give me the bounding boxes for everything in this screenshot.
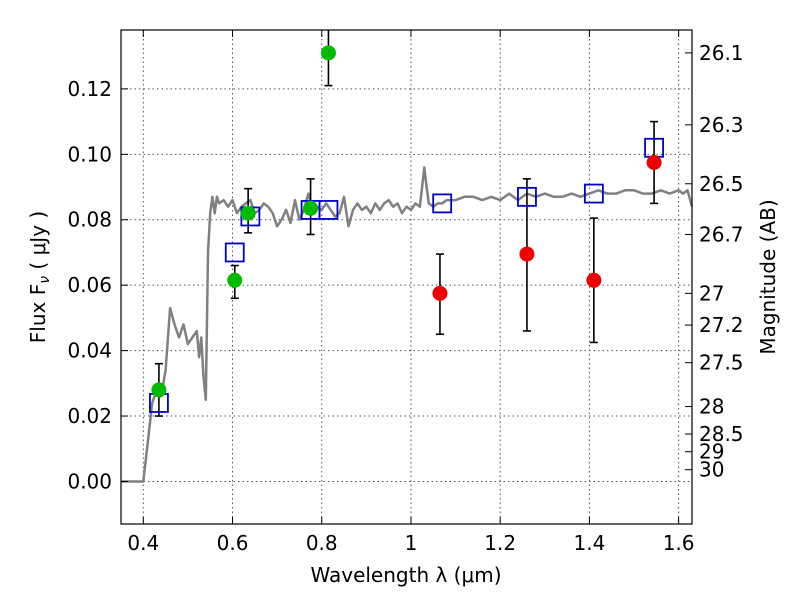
y-tick-label: 0.12 bbox=[67, 77, 112, 101]
y2-tick-label: 26.7 bbox=[699, 222, 744, 246]
x-tick-label: 1.4 bbox=[573, 531, 605, 555]
plot-frame bbox=[120, 29, 693, 525]
x-tick-label: 1 bbox=[405, 531, 418, 555]
model-point-square bbox=[224, 242, 245, 263]
x-tick-label: 0.8 bbox=[306, 531, 338, 555]
observed-point-green bbox=[227, 272, 243, 288]
model-point-square bbox=[517, 186, 537, 207]
y2-tick-label: 30 bbox=[699, 458, 724, 482]
y2-tick-label: 28 bbox=[699, 395, 724, 419]
observed-point-red bbox=[646, 154, 662, 170]
x-axis-title: Wavelength λ (μm) bbox=[310, 563, 501, 587]
plot-data bbox=[121, 30, 694, 483]
y2-tick-label: 26.3 bbox=[699, 113, 744, 137]
observed-point-green bbox=[151, 382, 167, 398]
y-tick-label: 0.04 bbox=[67, 339, 112, 363]
y-tick-label: 0.02 bbox=[67, 404, 112, 428]
x-tick-label: 0.4 bbox=[127, 531, 159, 555]
y-tick-label: 0.06 bbox=[67, 273, 112, 297]
model-spectrum-line bbox=[121, 166, 694, 483]
grid bbox=[121, 30, 692, 524]
y2-tick-label: 28.5 bbox=[699, 422, 744, 446]
y2-tick-label: 26.5 bbox=[699, 172, 744, 196]
observed-point-red bbox=[432, 285, 448, 301]
y-axis-title: Flux Fν ( μJy ) bbox=[26, 211, 53, 343]
observed-point-green bbox=[320, 45, 336, 61]
axis-ticks: 0.4 0.6 0.8 1 1.2 1.4 1.6 0.00 0.02 0.04 0.06 0.08 0… bbox=[67, 30, 744, 555]
y-tick-label: 0.00 bbox=[67, 469, 112, 493]
y-tick-label: 0.10 bbox=[67, 142, 112, 166]
y2-tick-label: 27.2 bbox=[699, 313, 744, 337]
model-point-square bbox=[583, 183, 604, 204]
observed-point-red bbox=[586, 272, 602, 288]
y2-tick-label: 26.1 bbox=[699, 41, 744, 65]
x-tick-label: 0.6 bbox=[217, 531, 249, 555]
model-point-square bbox=[318, 200, 339, 220]
y2-axis-title: Magnitude (AB) bbox=[756, 199, 780, 354]
observed-point-red bbox=[519, 246, 535, 262]
observed-point-green bbox=[240, 205, 256, 221]
observed-point-green bbox=[303, 200, 319, 216]
y2-tick-label: 27.5 bbox=[699, 351, 744, 375]
y-tick-label: 0.08 bbox=[67, 208, 112, 232]
y2-tick-label: 29 bbox=[699, 440, 724, 464]
model-point-square bbox=[432, 193, 453, 214]
x-tick-label: 1.6 bbox=[663, 531, 695, 555]
x-tick-label: 1.2 bbox=[484, 531, 516, 555]
y2-tick-label: 27 bbox=[699, 281, 724, 305]
